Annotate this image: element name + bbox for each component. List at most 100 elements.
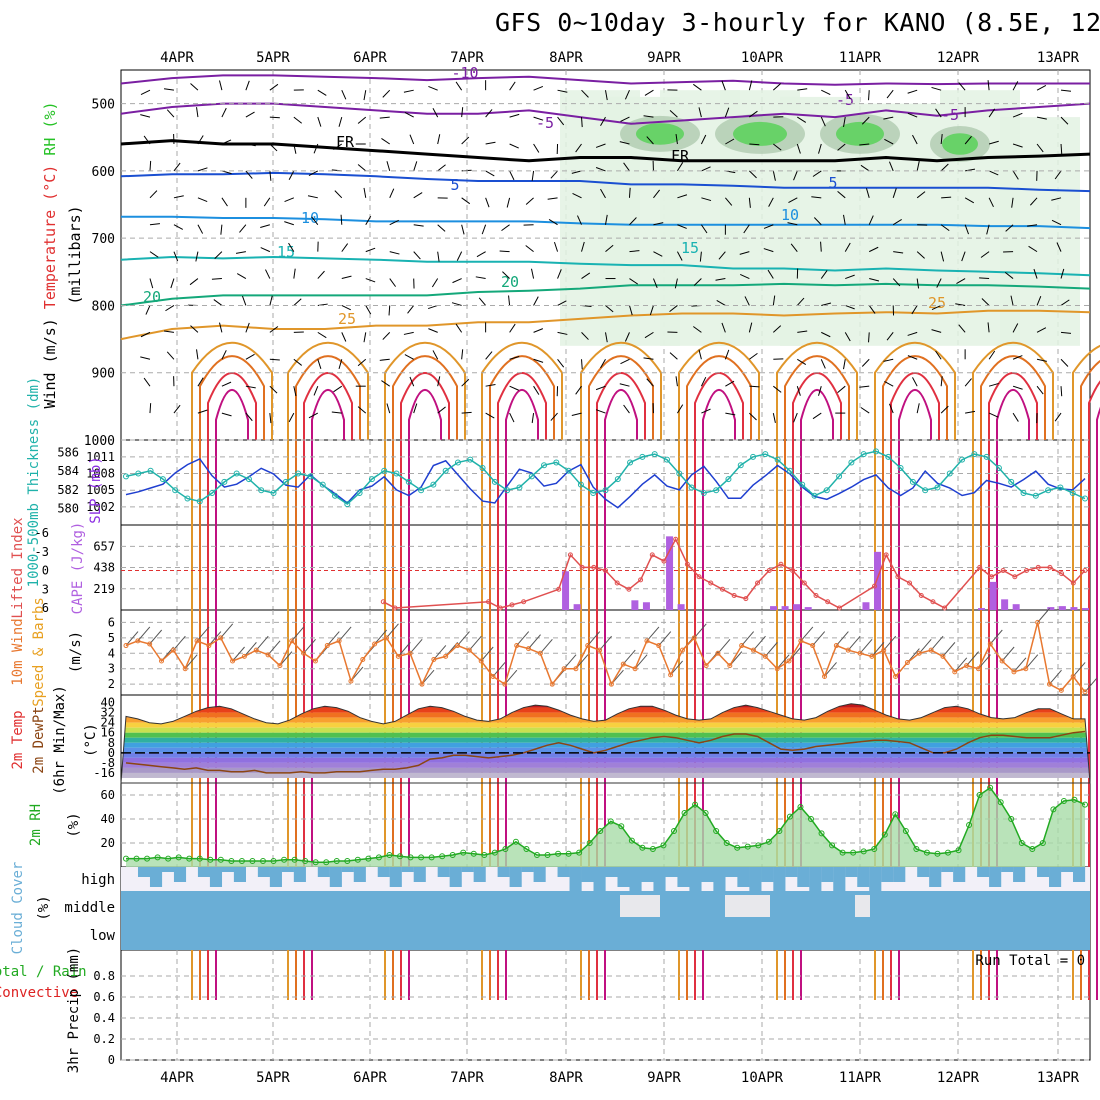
wind-barb bbox=[821, 89, 831, 96]
wind-barb bbox=[333, 143, 343, 151]
wind-barb bbox=[605, 214, 608, 225]
wind-barb bbox=[581, 332, 589, 340]
li-line-point bbox=[603, 568, 608, 573]
wind-barb bbox=[476, 251, 486, 258]
wind-barb bbox=[413, 192, 423, 199]
wind-barb bbox=[221, 197, 228, 207]
slp-line-point bbox=[159, 476, 166, 483]
wind-barb bbox=[509, 143, 519, 149]
wind10-line-point bbox=[407, 650, 413, 656]
cape-bar bbox=[874, 551, 882, 610]
wind-barb bbox=[557, 331, 568, 335]
temp-ylabel: (6hr Min/Max) bbox=[52, 685, 68, 795]
rh2m-line-point bbox=[228, 858, 235, 864]
rh-area bbox=[126, 787, 1085, 867]
rh2m-line-point bbox=[1050, 806, 1057, 813]
wind-barb bbox=[313, 385, 319, 396]
slp-line-point bbox=[946, 470, 953, 477]
slp-line-point bbox=[737, 462, 744, 469]
cloud-high-bar bbox=[1013, 867, 1026, 882]
wind10-barb bbox=[504, 669, 518, 685]
wind-barb bbox=[718, 251, 726, 260]
wind-barb bbox=[1036, 85, 1047, 91]
wind10-line-point bbox=[656, 643, 662, 649]
wind10-barb bbox=[303, 638, 316, 654]
cloud-high-bar bbox=[629, 867, 642, 891]
wind-barb bbox=[461, 107, 464, 118]
wind10-barb bbox=[516, 631, 530, 646]
wind-barb bbox=[886, 89, 894, 99]
wind-barb bbox=[701, 408, 711, 414]
wind-barb bbox=[481, 224, 487, 235]
wind-barb bbox=[428, 85, 438, 91]
wind-barb bbox=[907, 355, 918, 360]
slp-line-point bbox=[983, 453, 990, 460]
wind-barb bbox=[333, 385, 343, 393]
slp-line-point bbox=[639, 453, 646, 460]
wind-barb bbox=[269, 326, 279, 333]
wind-barb bbox=[485, 351, 493, 360]
wind-barb bbox=[629, 278, 639, 285]
wind10-line-point bbox=[372, 641, 378, 647]
wind-barb bbox=[485, 383, 496, 387]
cloud-ylabel: Cloud Cover bbox=[10, 862, 26, 955]
wind-barb bbox=[293, 358, 303, 366]
wind-barb bbox=[693, 326, 702, 333]
slp-line-point bbox=[123, 473, 129, 480]
wind-barb bbox=[749, 352, 758, 360]
wind-barb bbox=[600, 359, 606, 369]
wind-barb bbox=[475, 276, 486, 280]
rh2m-line-point bbox=[1008, 816, 1015, 822]
slp-line-point bbox=[381, 467, 388, 474]
cloud-high-bar bbox=[857, 867, 870, 887]
wind-barb bbox=[916, 403, 920, 414]
wind-barb bbox=[669, 110, 678, 118]
wind10-line-point bbox=[549, 681, 555, 687]
boundary-isotherm bbox=[588, 355, 654, 1000]
wind-barb bbox=[888, 403, 894, 414]
wind10-line-point bbox=[668, 672, 674, 678]
slp-line-point bbox=[885, 453, 892, 460]
wind10-barb bbox=[267, 640, 281, 656]
slp-line-point bbox=[872, 448, 879, 455]
rh2m-line-point bbox=[660, 842, 667, 849]
wind-barb bbox=[892, 188, 897, 198]
wind-barb bbox=[533, 358, 544, 363]
rh2m-line-point bbox=[375, 854, 382, 861]
wind-barb bbox=[955, 303, 966, 306]
wind-barb bbox=[859, 385, 870, 388]
wind10-barb bbox=[1049, 669, 1062, 685]
wind-barb bbox=[940, 163, 949, 172]
wind-barb bbox=[629, 217, 637, 226]
wind10-barb bbox=[693, 623, 707, 639]
wind-barb bbox=[677, 194, 688, 199]
isotherm--5 bbox=[120, 102, 1091, 125]
rh2m-line-point bbox=[196, 855, 203, 862]
wind-barb bbox=[581, 272, 591, 279]
cape-bar bbox=[1070, 607, 1078, 610]
wind-barb bbox=[382, 332, 391, 340]
wind-barb bbox=[428, 304, 438, 310]
boundary-isotherm bbox=[776, 341, 858, 1000]
wind-barb bbox=[796, 386, 801, 396]
wind10-line-point bbox=[123, 643, 129, 649]
wind-barb bbox=[964, 197, 975, 204]
wind-barb bbox=[313, 143, 319, 154]
wind-barb bbox=[623, 404, 630, 414]
wind-barb bbox=[916, 278, 920, 289]
wind-barb bbox=[338, 116, 343, 127]
wind-barb bbox=[698, 107, 702, 118]
wind10-barb bbox=[883, 635, 897, 651]
slp-line-point bbox=[909, 478, 916, 485]
slp-line-point bbox=[799, 481, 806, 488]
wind-barb bbox=[793, 170, 798, 181]
cape-bar bbox=[631, 600, 639, 610]
wind10-line-point bbox=[170, 647, 176, 653]
wind-barb bbox=[245, 111, 255, 118]
wind-barb bbox=[715, 278, 726, 281]
wind-barb bbox=[245, 322, 250, 333]
slp-line-point bbox=[971, 451, 978, 458]
rh2m-line-point bbox=[175, 854, 182, 861]
wind-barb bbox=[365, 247, 376, 253]
cloud-high-bar bbox=[293, 867, 306, 882]
